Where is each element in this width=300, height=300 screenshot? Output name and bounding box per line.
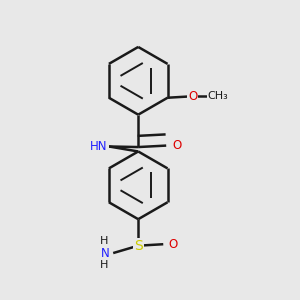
- Text: O: O: [168, 238, 177, 251]
- Text: CH₃: CH₃: [208, 91, 229, 101]
- Text: S: S: [134, 239, 142, 253]
- Text: O: O: [173, 139, 182, 152]
- Text: H: H: [100, 260, 109, 270]
- Text: H: H: [100, 236, 109, 246]
- Text: O: O: [188, 90, 197, 103]
- Text: N: N: [100, 247, 109, 260]
- Text: HN: HN: [90, 140, 108, 153]
